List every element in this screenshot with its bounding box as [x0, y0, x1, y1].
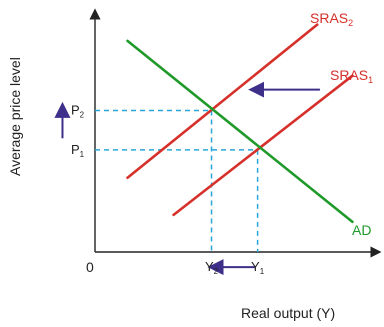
y-axis-label: Average price level: [7, 57, 23, 176]
ad-label: AD: [352, 222, 371, 238]
equilibrium-guides: [95, 109, 259, 252]
origin-label: 0: [86, 259, 94, 275]
output-label-1: Y1: [251, 259, 265, 276]
sras2-curve: [126, 23, 319, 180]
sras2-label: SRAS2: [310, 10, 353, 28]
price-label-2: P2: [71, 102, 85, 119]
ad-curve: [126, 39, 354, 224]
curve-and-point-labels: P2 Y2 P1 Y1 SRAS2 SRAS1 AD: [71, 10, 373, 276]
sras1-label: SRAS1: [330, 67, 373, 85]
sras1-curve: [172, 74, 354, 217]
output-label-2: Y2: [205, 259, 219, 276]
curve-layer: [126, 23, 354, 224]
x-axis-label: Real output (Y): [241, 305, 335, 321]
annotation-arrows: [54, 81, 320, 276]
price-label-1: P1: [71, 142, 85, 159]
